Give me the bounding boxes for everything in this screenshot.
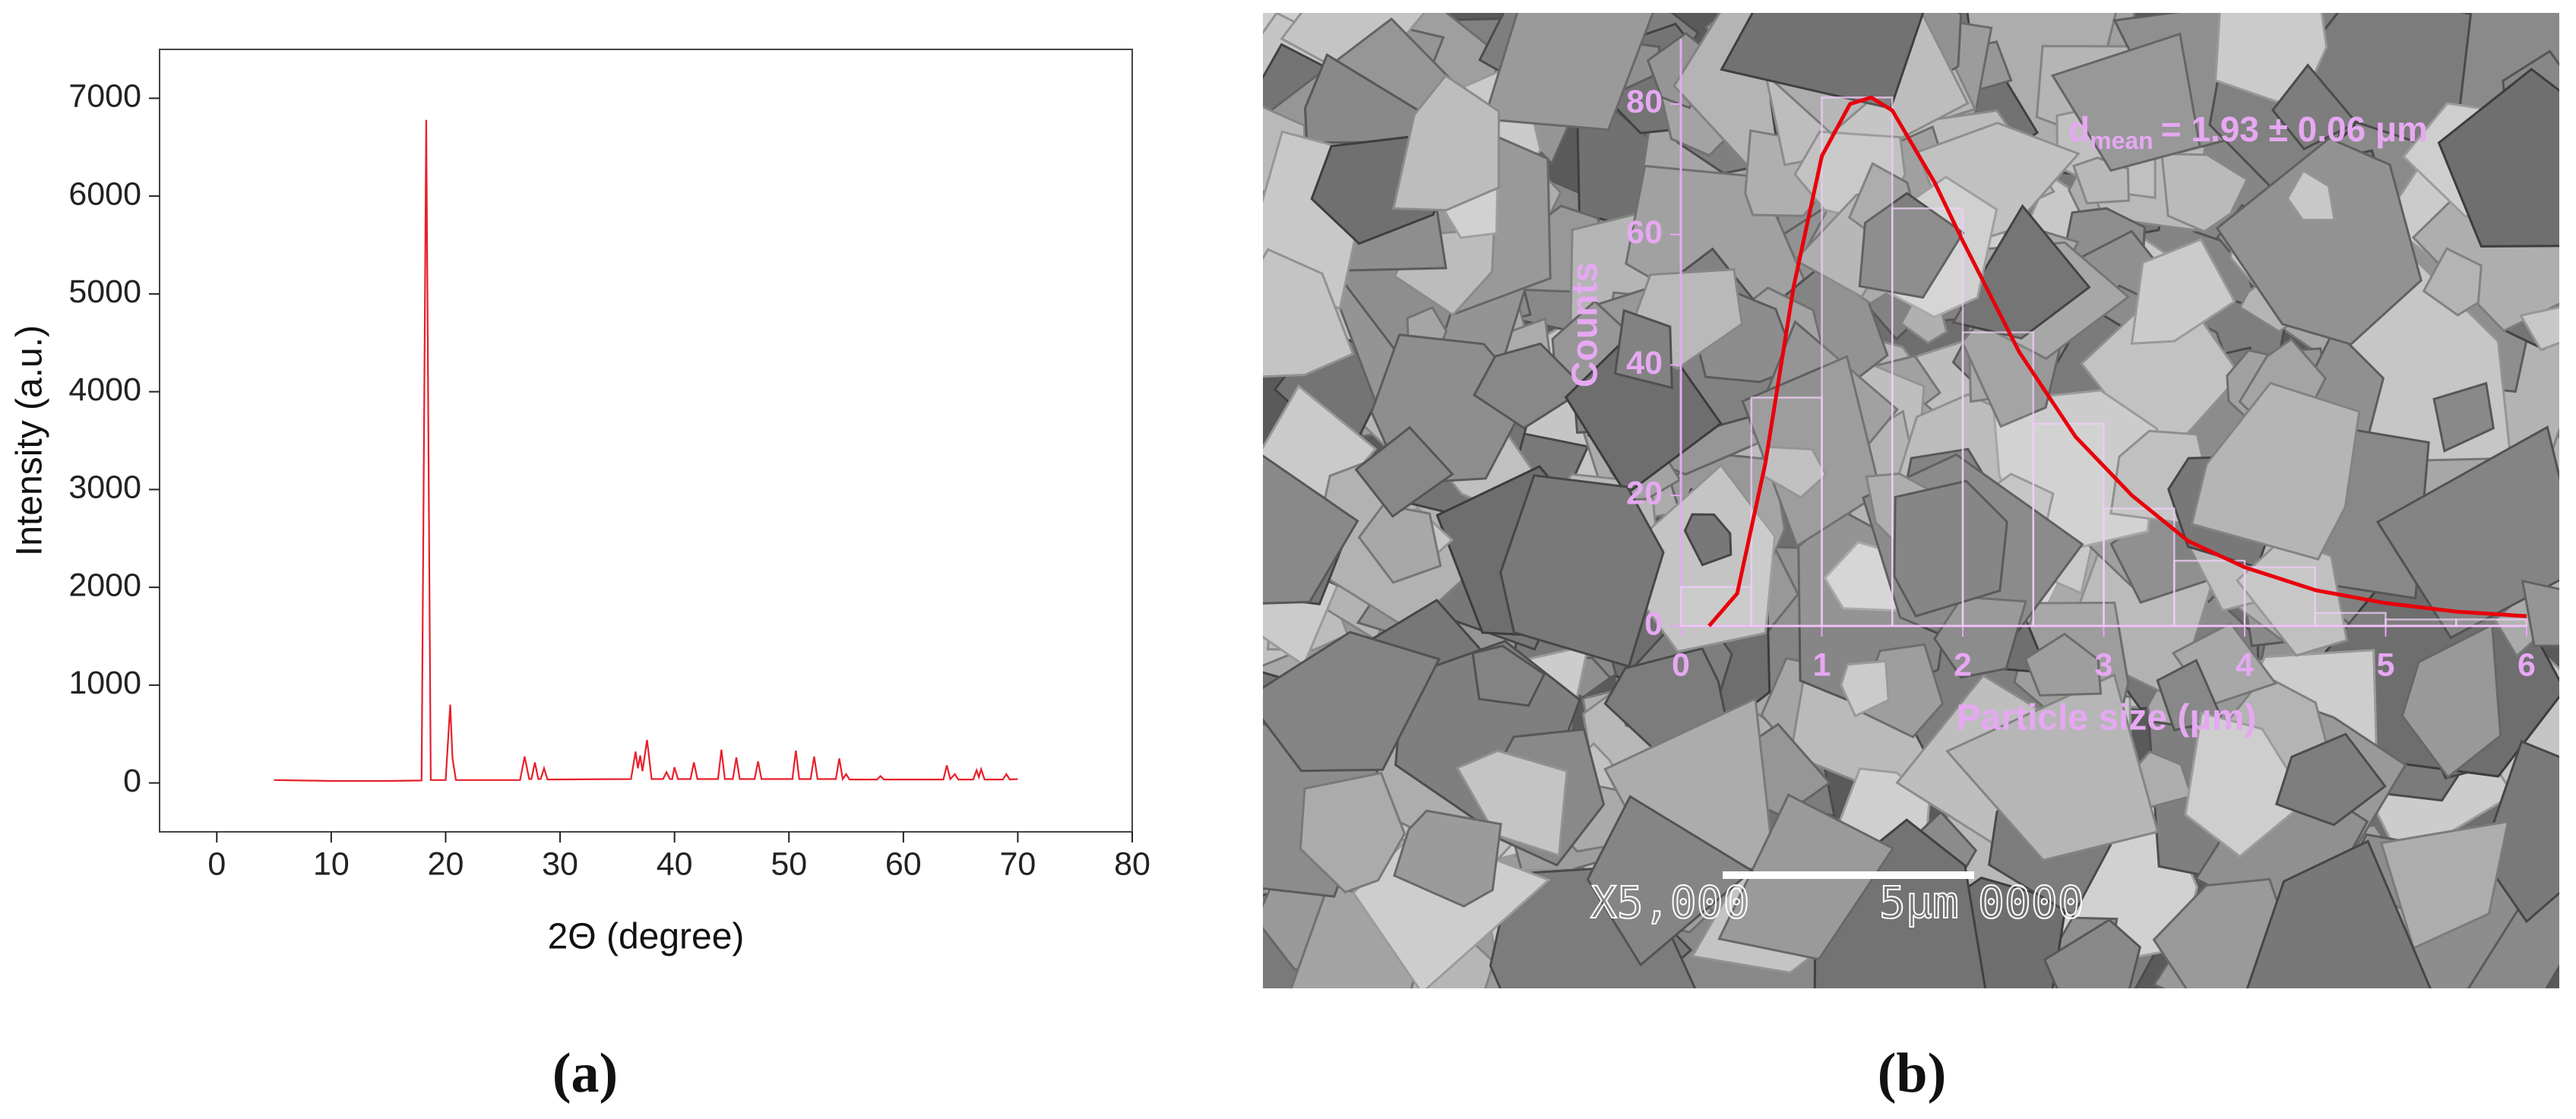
sem-grain	[1586, 795, 1754, 967]
x-tick-label: 80	[1114, 846, 1150, 882]
y-axis-label: Counts	[1565, 262, 1606, 387]
image-label: 5μm	[1879, 877, 1959, 928]
histogram-bar	[2032, 422, 2105, 627]
sem-grain	[1840, 659, 1890, 718]
sem-grain	[2432, 381, 2495, 453]
sem-grain	[1357, 503, 1442, 584]
x-tick-label: 40	[657, 846, 693, 882]
annotation-subscript: mean	[2090, 127, 2154, 154]
sem-grain	[1951, 204, 2091, 340]
sem-grain	[1945, 673, 2160, 861]
y-tick-label: 7000	[68, 78, 141, 115]
sem-grain	[2518, 305, 2559, 352]
sem-grain	[2286, 169, 2336, 222]
sem-grain	[2050, 32, 2201, 172]
sem-grain	[1683, 513, 1733, 567]
sem-grain	[1391, 74, 1500, 212]
x-tick-label: 70	[999, 846, 1036, 882]
x-tick-label: 20	[428, 846, 464, 882]
y-tick-label: 3000	[68, 469, 141, 506]
sem-grain	[1263, 454, 1359, 605]
sem-grain	[2130, 238, 2236, 345]
y-tick-label: 80	[1626, 84, 1663, 120]
sem-grain	[2184, 711, 2309, 858]
x-tick-label: 30	[542, 846, 578, 882]
sem-grain	[2215, 137, 2423, 346]
sem-grain	[2437, 68, 2559, 248]
sem-grain	[1354, 425, 1454, 518]
plot-frame	[159, 49, 1133, 833]
y-tick-label: 0	[123, 763, 141, 799]
sem-grain	[1613, 308, 1673, 390]
y-tick-label: 5000	[68, 273, 141, 310]
histogram-bar	[2243, 566, 2316, 627]
x-tick-label: 5	[2377, 646, 2395, 683]
annotation-symbol: d	[2068, 109, 2090, 149]
annotation-text: = 1.93 ± 0.06 μm	[2161, 109, 2428, 149]
sem-grain	[2379, 820, 2510, 950]
histogram-bar	[1891, 207, 1964, 627]
histogram-bar	[2314, 612, 2387, 627]
sem-grain	[2245, 839, 2432, 988]
xrd-line	[274, 119, 1018, 782]
sem-grain	[2043, 918, 2141, 988]
sem-grain	[1858, 191, 1965, 299]
sem-grain	[1299, 771, 1407, 894]
histogram-bar	[1750, 397, 1823, 627]
sem-grain	[2400, 623, 2502, 779]
sem-grain	[2274, 732, 2387, 827]
y-tick-label: 4000	[68, 371, 141, 408]
histogram-bar	[1961, 331, 2034, 627]
x-tick-label: 60	[885, 846, 922, 882]
annotation: dmean = 1.93 ± 0.06 μm	[2068, 109, 2428, 154]
x-tick-label: 2	[1954, 646, 1972, 683]
sem-grain	[2521, 579, 2559, 647]
y-tick-label: 20	[1626, 476, 1663, 512]
histogram-bar	[2455, 618, 2528, 627]
x-tick-label: 0	[1672, 646, 1690, 683]
sem-grain	[1499, 474, 1665, 669]
sem-grain	[2190, 381, 2361, 561]
histogram-bar	[2173, 559, 2246, 627]
y-tick-label: 0	[1644, 605, 1663, 642]
sem-grain	[1263, 631, 1441, 773]
x-tick-label: 6	[2517, 646, 2536, 683]
sem-grain	[2422, 247, 2483, 317]
y-tick-label: 6000	[68, 175, 141, 212]
image-label: 0000	[1978, 877, 2084, 928]
sem-grain	[1483, 13, 1654, 131]
sem-grain	[1263, 248, 1355, 378]
x-axis-label: Particle size (μm)	[1957, 698, 2257, 738]
sem-grain	[2271, 63, 2359, 150]
x-tick-label: 50	[771, 846, 807, 882]
fit-curve	[1707, 95, 2527, 627]
histogram-bar	[2385, 618, 2457, 627]
x-tick-label: 4	[2236, 646, 2254, 683]
y-tick-label: 1000	[68, 665, 141, 701]
histogram-bar	[1821, 96, 1894, 627]
y-axis-label: Intensity (a.u.)	[10, 325, 50, 556]
sem-image	[1263, 13, 2559, 988]
x-tick-label: 0	[207, 846, 226, 882]
histogram-bar	[2103, 507, 2176, 627]
x-axis-label: 2Θ (degree)	[548, 917, 745, 957]
sem-grain	[1720, 13, 1925, 110]
sem-grain	[1473, 342, 1587, 430]
sem-grain	[2024, 632, 2103, 697]
sem-grain	[1455, 749, 1568, 858]
x-tick-label: 3	[2095, 646, 2113, 683]
y-tick-label: 40	[1626, 345, 1663, 381]
x-tick-label: 1	[1813, 646, 1831, 683]
sem-grain	[1393, 809, 1502, 908]
y-tick-label: 60	[1626, 214, 1663, 251]
sem-grain	[1893, 479, 2008, 618]
caption: (a)	[552, 1042, 618, 1105]
x-tick-label: 10	[313, 846, 350, 882]
y-tick-label: 2000	[68, 567, 141, 603]
image-label: X5,000	[1590, 877, 1750, 928]
sem-grain	[1471, 644, 1546, 707]
caption: (b)	[1878, 1042, 1946, 1105]
